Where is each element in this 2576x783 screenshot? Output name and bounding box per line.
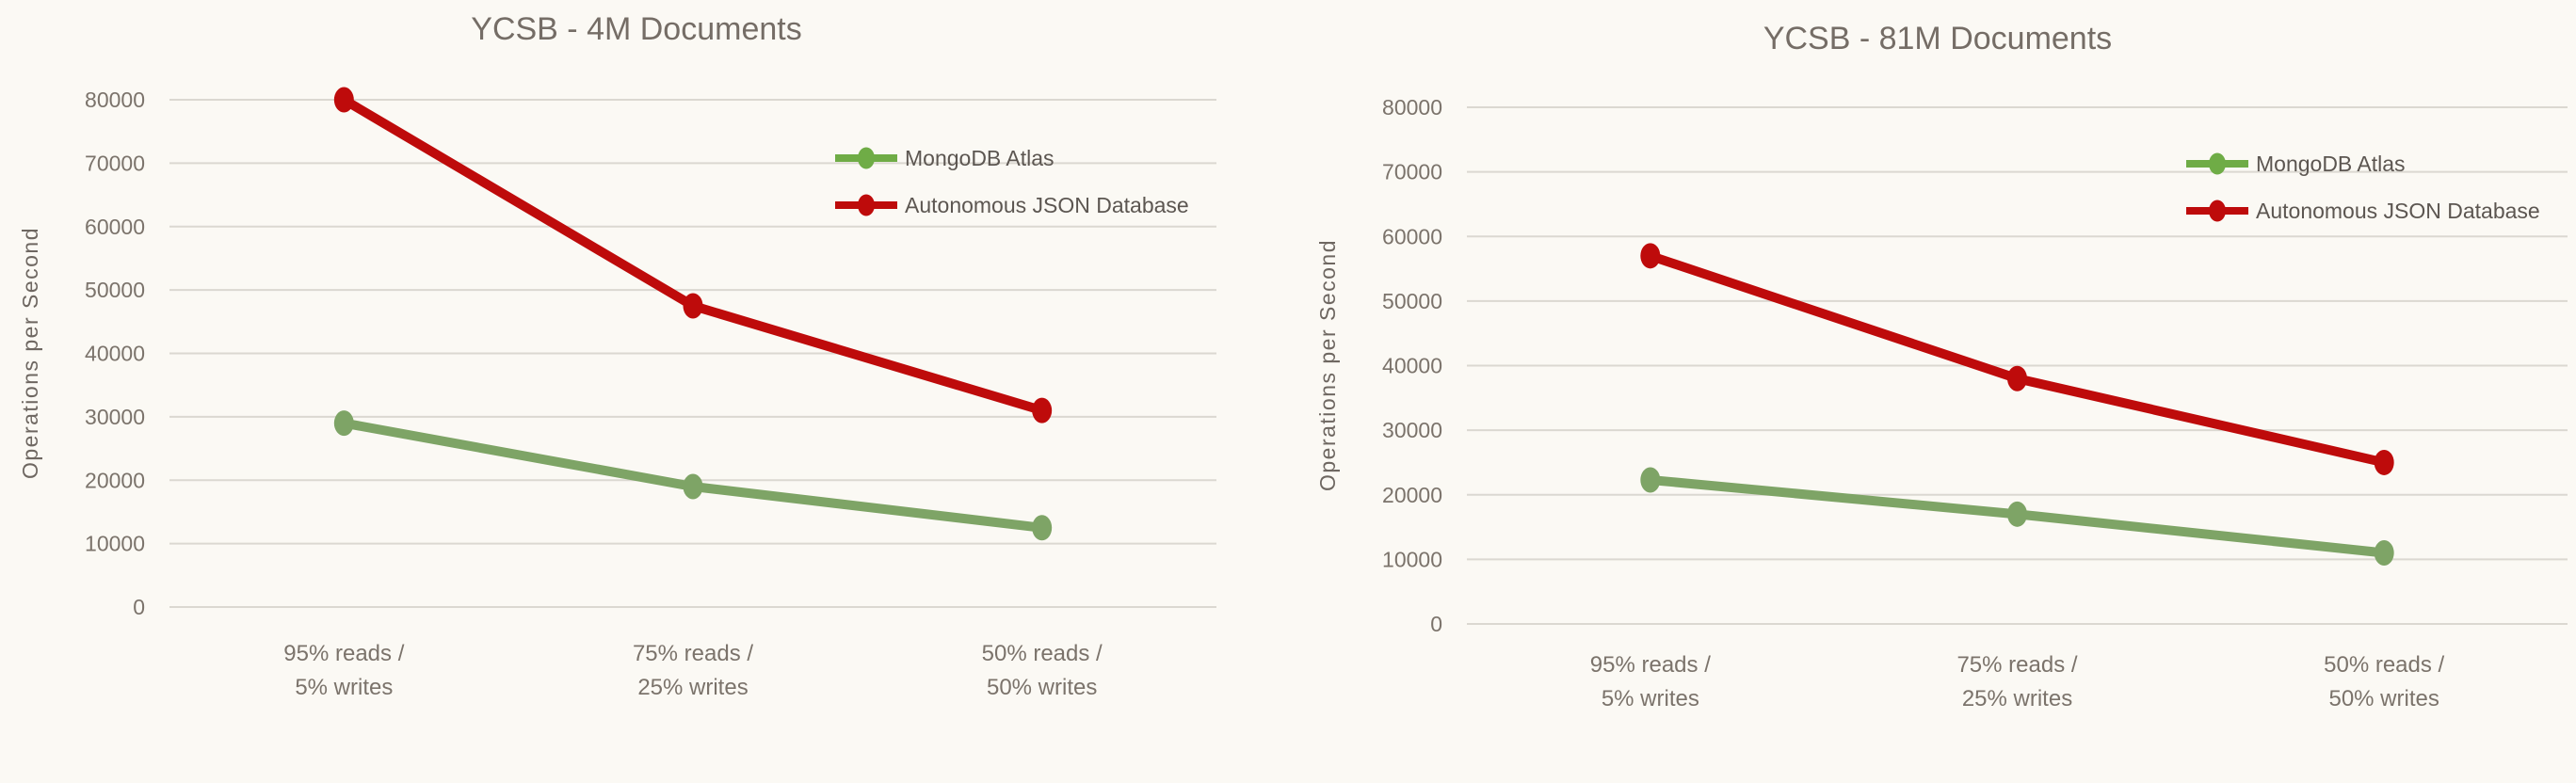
data-point-marker [2007, 501, 2027, 527]
series-line-autonomous-json-database [1645, 250, 2390, 468]
legend-marker-dot [2209, 200, 2226, 222]
legend-label: MongoDB Atlas [2256, 152, 2406, 176]
data-point-marker [2374, 449, 2394, 475]
y-tick-label: 20000 [85, 468, 145, 492]
y-tick-label: 0 [133, 595, 145, 619]
y-tick-label: 60000 [85, 215, 145, 239]
y-tick-label: 70000 [85, 151, 145, 175]
y-axis-title: Operations per Second [1315, 239, 1340, 491]
data-point-marker [333, 410, 354, 437]
y-tick-label: 40000 [1382, 354, 1442, 378]
x-category-label: 25% writes [1962, 686, 2072, 711]
data-point-marker [1640, 243, 1661, 269]
data-point-marker [2374, 540, 2394, 567]
chart-title: YCSB - 81M Documents [1763, 21, 2112, 56]
y-tick-label: 50000 [85, 278, 145, 302]
line-chart-ycsb-81m-documents: YCSB - 81M Documents Operations per Secon… [1315, 21, 2568, 711]
legend-marker-dot [858, 194, 875, 216]
line-chart-ycsb-4m-documents: YCSB - 4M Documents Operations per Second… [18, 11, 1216, 700]
legend-label: Autonomous JSON Database [905, 193, 1189, 217]
y-tick-label: 60000 [1382, 224, 1442, 248]
legend-marker-dot [2209, 152, 2226, 175]
data-point-marker [683, 293, 703, 319]
x-category-label: 75% reads / [633, 641, 753, 666]
x-category-label: 5% writes [1602, 686, 1699, 711]
x-category-label: 50% writes [2328, 686, 2439, 711]
data-point-marker [333, 87, 354, 113]
data-point-marker [1032, 397, 1053, 423]
data-point-marker [683, 473, 703, 500]
y-tick-label: 10000 [1382, 547, 1442, 571]
y-axis-title: Operations per Second [18, 227, 42, 479]
y-tick-label: 80000 [1382, 95, 1442, 120]
x-category-label: 50% reads / [2324, 652, 2444, 678]
y-tick-label: 80000 [85, 88, 145, 112]
data-point-marker [1032, 515, 1053, 541]
y-tick-label: 30000 [85, 405, 145, 429]
x-category-label: 50% writes [987, 675, 1097, 700]
x-category-label: 95% reads / [1590, 652, 1711, 678]
y-tick-label: 50000 [1382, 289, 1442, 313]
chart-title: YCSB - 4M Documents [471, 11, 801, 47]
data-point-marker [1640, 467, 1661, 493]
x-category-label: 5% writes [295, 675, 393, 700]
y-tick-label: 10000 [85, 532, 145, 556]
x-category-label: 95% reads / [283, 641, 404, 666]
legend-label: Autonomous JSON Database [2256, 199, 2540, 223]
y-tick-label: 30000 [1382, 418, 1442, 442]
y-tick-label: 20000 [1382, 483, 1442, 507]
y-tick-label: 40000 [85, 342, 145, 366]
x-category-label: 75% reads / [1956, 652, 2077, 678]
x-category-label: 50% reads / [982, 641, 1103, 666]
legend-label: MongoDB Atlas [905, 146, 1055, 170]
y-tick-label: 0 [1430, 612, 1442, 636]
y-tick-label: 70000 [1382, 160, 1442, 184]
x-category-label: 25% writes [637, 675, 748, 700]
legend-marker-dot [858, 147, 875, 169]
data-point-marker [2007, 365, 2027, 392]
